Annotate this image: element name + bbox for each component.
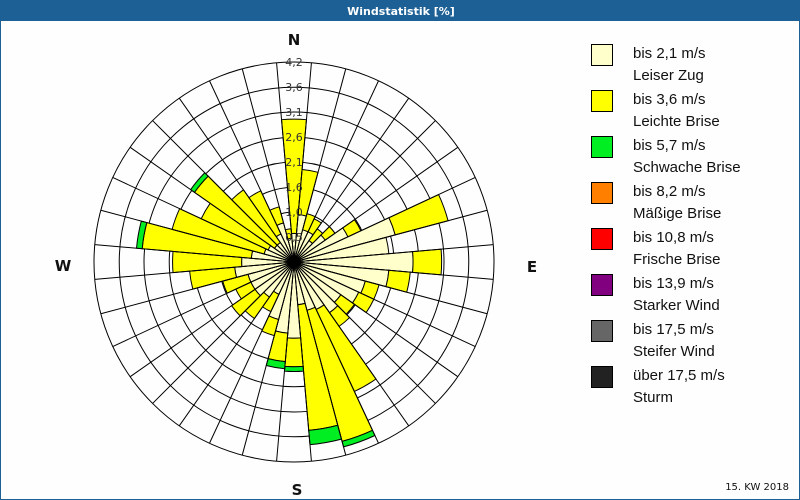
grid-spoke <box>178 97 295 263</box>
grid-spoke <box>129 261 295 378</box>
legend-label: Steifer Wind <box>633 343 715 360</box>
legend-label: Sturm <box>633 389 674 406</box>
grid-spoke <box>293 177 476 263</box>
legend-swatch <box>591 366 613 388</box>
legend-range: bis 8,2 m/s <box>633 183 706 200</box>
compass-east-label: E <box>527 258 537 276</box>
grid-spoke <box>209 261 295 444</box>
compass-north-label: N <box>288 31 301 49</box>
legend-range: bis 10,8 m/s <box>633 229 714 246</box>
grid-spoke <box>293 146 459 263</box>
grid-spoke <box>152 120 295 263</box>
legend-text: bis 10,8 m/s Frische Brise <box>633 227 721 271</box>
grid-ring <box>93 61 495 463</box>
grid-spoke <box>293 261 379 444</box>
legend-label: Starker Wind <box>633 297 720 314</box>
legend-label: Frische Brise <box>633 251 721 268</box>
grid-spoke <box>276 62 295 263</box>
ring-label: 0,5 <box>285 231 303 244</box>
legend-text: über 17,5 m/s Sturm <box>633 365 725 409</box>
ring-label: 1,6 <box>285 181 303 194</box>
ring-label: 3,6 <box>285 81 303 94</box>
compass-south-label: S <box>292 481 303 499</box>
grid-spoke <box>293 120 436 263</box>
grid-ring <box>143 111 445 413</box>
grid-spoke <box>293 261 459 378</box>
sector-bar-segment <box>283 365 305 373</box>
grid-spoke <box>129 146 295 263</box>
ring-label: 2,1 <box>285 156 303 169</box>
grid-spoke <box>276 261 295 462</box>
ring-label: 1,0 <box>285 206 303 219</box>
legend-range: bis 17,5 m/s <box>633 321 714 338</box>
sector-bar-segment <box>284 337 304 368</box>
wind-rose-chart: 0,5 1,0 1,6 2,1 2,6 3,1 3,6 4,2 N E S W <box>55 31 537 499</box>
ring-label: 4,2 <box>285 56 303 69</box>
legend-text: bis 5,7 m/s Schwache Brise <box>633 135 741 179</box>
ring-label: 2,6 <box>285 131 303 144</box>
period-label: 15. KW 2018 <box>725 482 789 493</box>
legend-swatch <box>591 320 613 342</box>
legend-range: bis 13,9 m/s <box>633 275 714 292</box>
legend-text: bis 17,5 m/s Steifer Wind <box>633 319 715 363</box>
legend-text: bis 8,2 m/s Mäßige Brise <box>633 181 721 225</box>
ring-label: 3,1 <box>285 106 303 119</box>
grid-spoke <box>293 68 347 263</box>
legend-range: bis 3,6 m/s <box>633 91 706 108</box>
grid-spoke <box>100 261 295 315</box>
ring-labels: 0,5 1,0 1,6 2,1 2,6 3,1 3,6 4,2 <box>285 56 303 244</box>
grid-spoke <box>293 261 410 427</box>
sector-bar-segment <box>412 248 443 276</box>
legend-swatch <box>591 182 613 204</box>
grid-spoke <box>293 209 488 263</box>
legend-label: Mäßige Brise <box>633 205 722 222</box>
sector-bar-segment <box>385 269 411 293</box>
grid-spoke <box>293 261 488 315</box>
grid-spoke <box>152 261 295 404</box>
grid-spoke <box>293 261 347 456</box>
grid-ring <box>118 86 470 438</box>
legend-swatch <box>591 44 613 66</box>
legend-text: bis 13,9 m/s Starker Wind <box>633 273 720 317</box>
grid-spoke <box>293 261 476 347</box>
legend-label: Schwache Brise <box>633 159 741 176</box>
compass-west-label: W <box>55 257 72 275</box>
grid-spoke <box>241 68 295 263</box>
grid-spoke <box>100 209 295 263</box>
legend-text: bis 3,6 m/s Leichte Brise <box>633 89 720 133</box>
legend-swatch <box>591 90 613 112</box>
grid-spoke <box>178 261 295 427</box>
grid-spoke <box>209 80 295 263</box>
grid-spoke <box>241 261 295 456</box>
grid-spoke <box>293 62 312 263</box>
legend-label: Leiser Zug <box>633 67 704 84</box>
grid-spoke <box>293 261 312 462</box>
grid-spoke <box>293 261 436 404</box>
legend-range: über 17,5 m/s <box>633 367 725 384</box>
grid-spoke <box>293 244 494 263</box>
legend-label: Leichte Brise <box>633 113 720 130</box>
grid-spoke <box>112 261 295 347</box>
legend-swatch <box>591 136 613 158</box>
grid-spoke <box>293 261 494 280</box>
legend-swatch <box>591 274 613 296</box>
grid-spoke <box>112 177 295 263</box>
legend-text: bis 2,1 m/s Leiser Zug <box>633 43 706 87</box>
grid-spoke <box>293 80 379 263</box>
grid-spoke <box>94 244 295 263</box>
grid-spoke <box>293 97 410 263</box>
legend-range: bis 2,1 m/s <box>633 45 706 62</box>
chart-title: Windstatistik [%] <box>1 1 800 21</box>
grid-spokes <box>94 62 494 462</box>
legend-range: bis 5,7 m/s <box>633 137 706 154</box>
legend-swatch <box>591 228 613 250</box>
grid-spoke <box>94 261 295 280</box>
